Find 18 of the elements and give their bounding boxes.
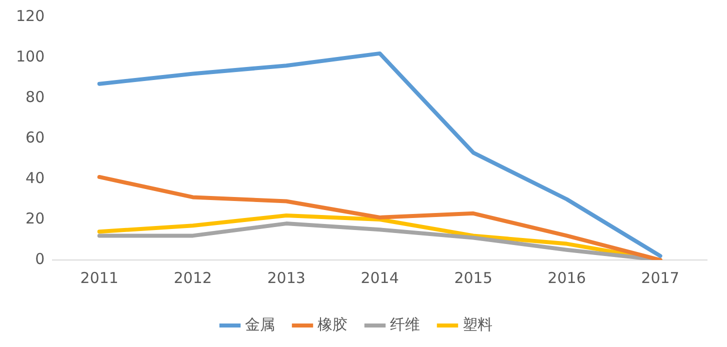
y-tick-label: 100 <box>16 47 45 66</box>
legend-label: 塑料 <box>462 315 492 334</box>
x-tick-label: 2014 <box>360 268 399 287</box>
legend-label: 金属 <box>245 315 275 334</box>
y-tick-label: 20 <box>26 209 45 228</box>
y-tick-label: 0 <box>35 250 45 268</box>
x-tick-label: 2011 <box>80 268 118 287</box>
legend-label: 纤维 <box>390 315 420 334</box>
y-tick-label: 80 <box>26 88 45 106</box>
x-tick-label: 2012 <box>174 268 212 287</box>
x-tick-label: 2016 <box>548 268 586 287</box>
y-tick-label: 40 <box>26 168 45 187</box>
legend-label: 橡胶 <box>318 315 348 334</box>
y-tick-label: 120 <box>16 6 45 25</box>
x-tick-label: 2017 <box>641 268 680 287</box>
y-tick-label: 60 <box>26 128 45 146</box>
x-tick-label: 2015 <box>454 268 492 287</box>
x-tick-label: 2013 <box>267 268 306 287</box>
